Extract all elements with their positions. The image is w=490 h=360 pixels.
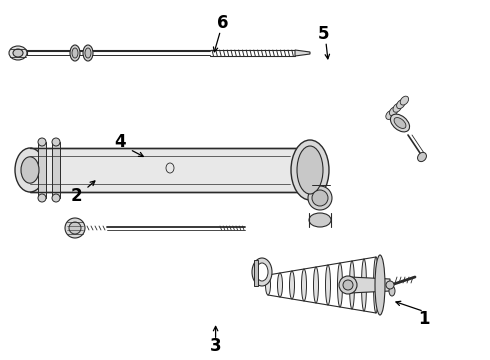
Ellipse shape bbox=[297, 146, 323, 194]
Ellipse shape bbox=[386, 111, 394, 120]
Bar bbox=[254, 260, 258, 286]
Ellipse shape bbox=[290, 271, 294, 299]
Ellipse shape bbox=[386, 281, 394, 289]
Ellipse shape bbox=[52, 138, 60, 146]
Text: 2: 2 bbox=[70, 187, 82, 205]
Bar bbox=[30, 148, 310, 192]
Text: 5: 5 bbox=[318, 25, 329, 43]
Ellipse shape bbox=[339, 276, 357, 294]
Ellipse shape bbox=[70, 45, 80, 61]
Ellipse shape bbox=[9, 46, 27, 60]
Ellipse shape bbox=[85, 48, 91, 58]
Ellipse shape bbox=[72, 48, 78, 58]
Ellipse shape bbox=[52, 194, 60, 202]
Ellipse shape bbox=[373, 257, 378, 313]
Text: 3: 3 bbox=[210, 337, 221, 355]
Text: 4: 4 bbox=[114, 133, 126, 151]
Ellipse shape bbox=[314, 267, 318, 303]
Ellipse shape bbox=[390, 107, 398, 116]
Ellipse shape bbox=[301, 269, 307, 301]
Text: 6: 6 bbox=[217, 14, 229, 32]
Ellipse shape bbox=[291, 140, 329, 200]
Ellipse shape bbox=[343, 280, 353, 290]
Ellipse shape bbox=[277, 273, 283, 297]
Ellipse shape bbox=[362, 259, 367, 311]
Ellipse shape bbox=[13, 49, 23, 57]
Ellipse shape bbox=[312, 190, 328, 206]
Ellipse shape bbox=[391, 114, 410, 132]
Ellipse shape bbox=[252, 258, 272, 286]
Ellipse shape bbox=[417, 152, 426, 162]
Polygon shape bbox=[295, 50, 310, 56]
Text: 1: 1 bbox=[418, 310, 430, 328]
Ellipse shape bbox=[325, 265, 330, 305]
Ellipse shape bbox=[65, 218, 85, 238]
Bar bbox=[52, 142, 60, 198]
Ellipse shape bbox=[389, 286, 395, 296]
Ellipse shape bbox=[394, 118, 406, 129]
Ellipse shape bbox=[83, 45, 93, 61]
Ellipse shape bbox=[38, 194, 46, 202]
Ellipse shape bbox=[266, 275, 270, 295]
Polygon shape bbox=[350, 277, 390, 293]
Ellipse shape bbox=[349, 261, 354, 309]
Ellipse shape bbox=[400, 96, 409, 105]
Ellipse shape bbox=[69, 222, 81, 234]
Ellipse shape bbox=[308, 186, 332, 210]
Ellipse shape bbox=[38, 138, 46, 146]
Ellipse shape bbox=[21, 157, 39, 183]
Ellipse shape bbox=[256, 263, 268, 281]
Ellipse shape bbox=[393, 103, 401, 112]
Ellipse shape bbox=[309, 213, 331, 227]
Ellipse shape bbox=[15, 148, 45, 192]
Ellipse shape bbox=[338, 263, 343, 307]
Bar bbox=[38, 142, 46, 198]
Ellipse shape bbox=[375, 255, 385, 315]
Ellipse shape bbox=[396, 100, 405, 109]
